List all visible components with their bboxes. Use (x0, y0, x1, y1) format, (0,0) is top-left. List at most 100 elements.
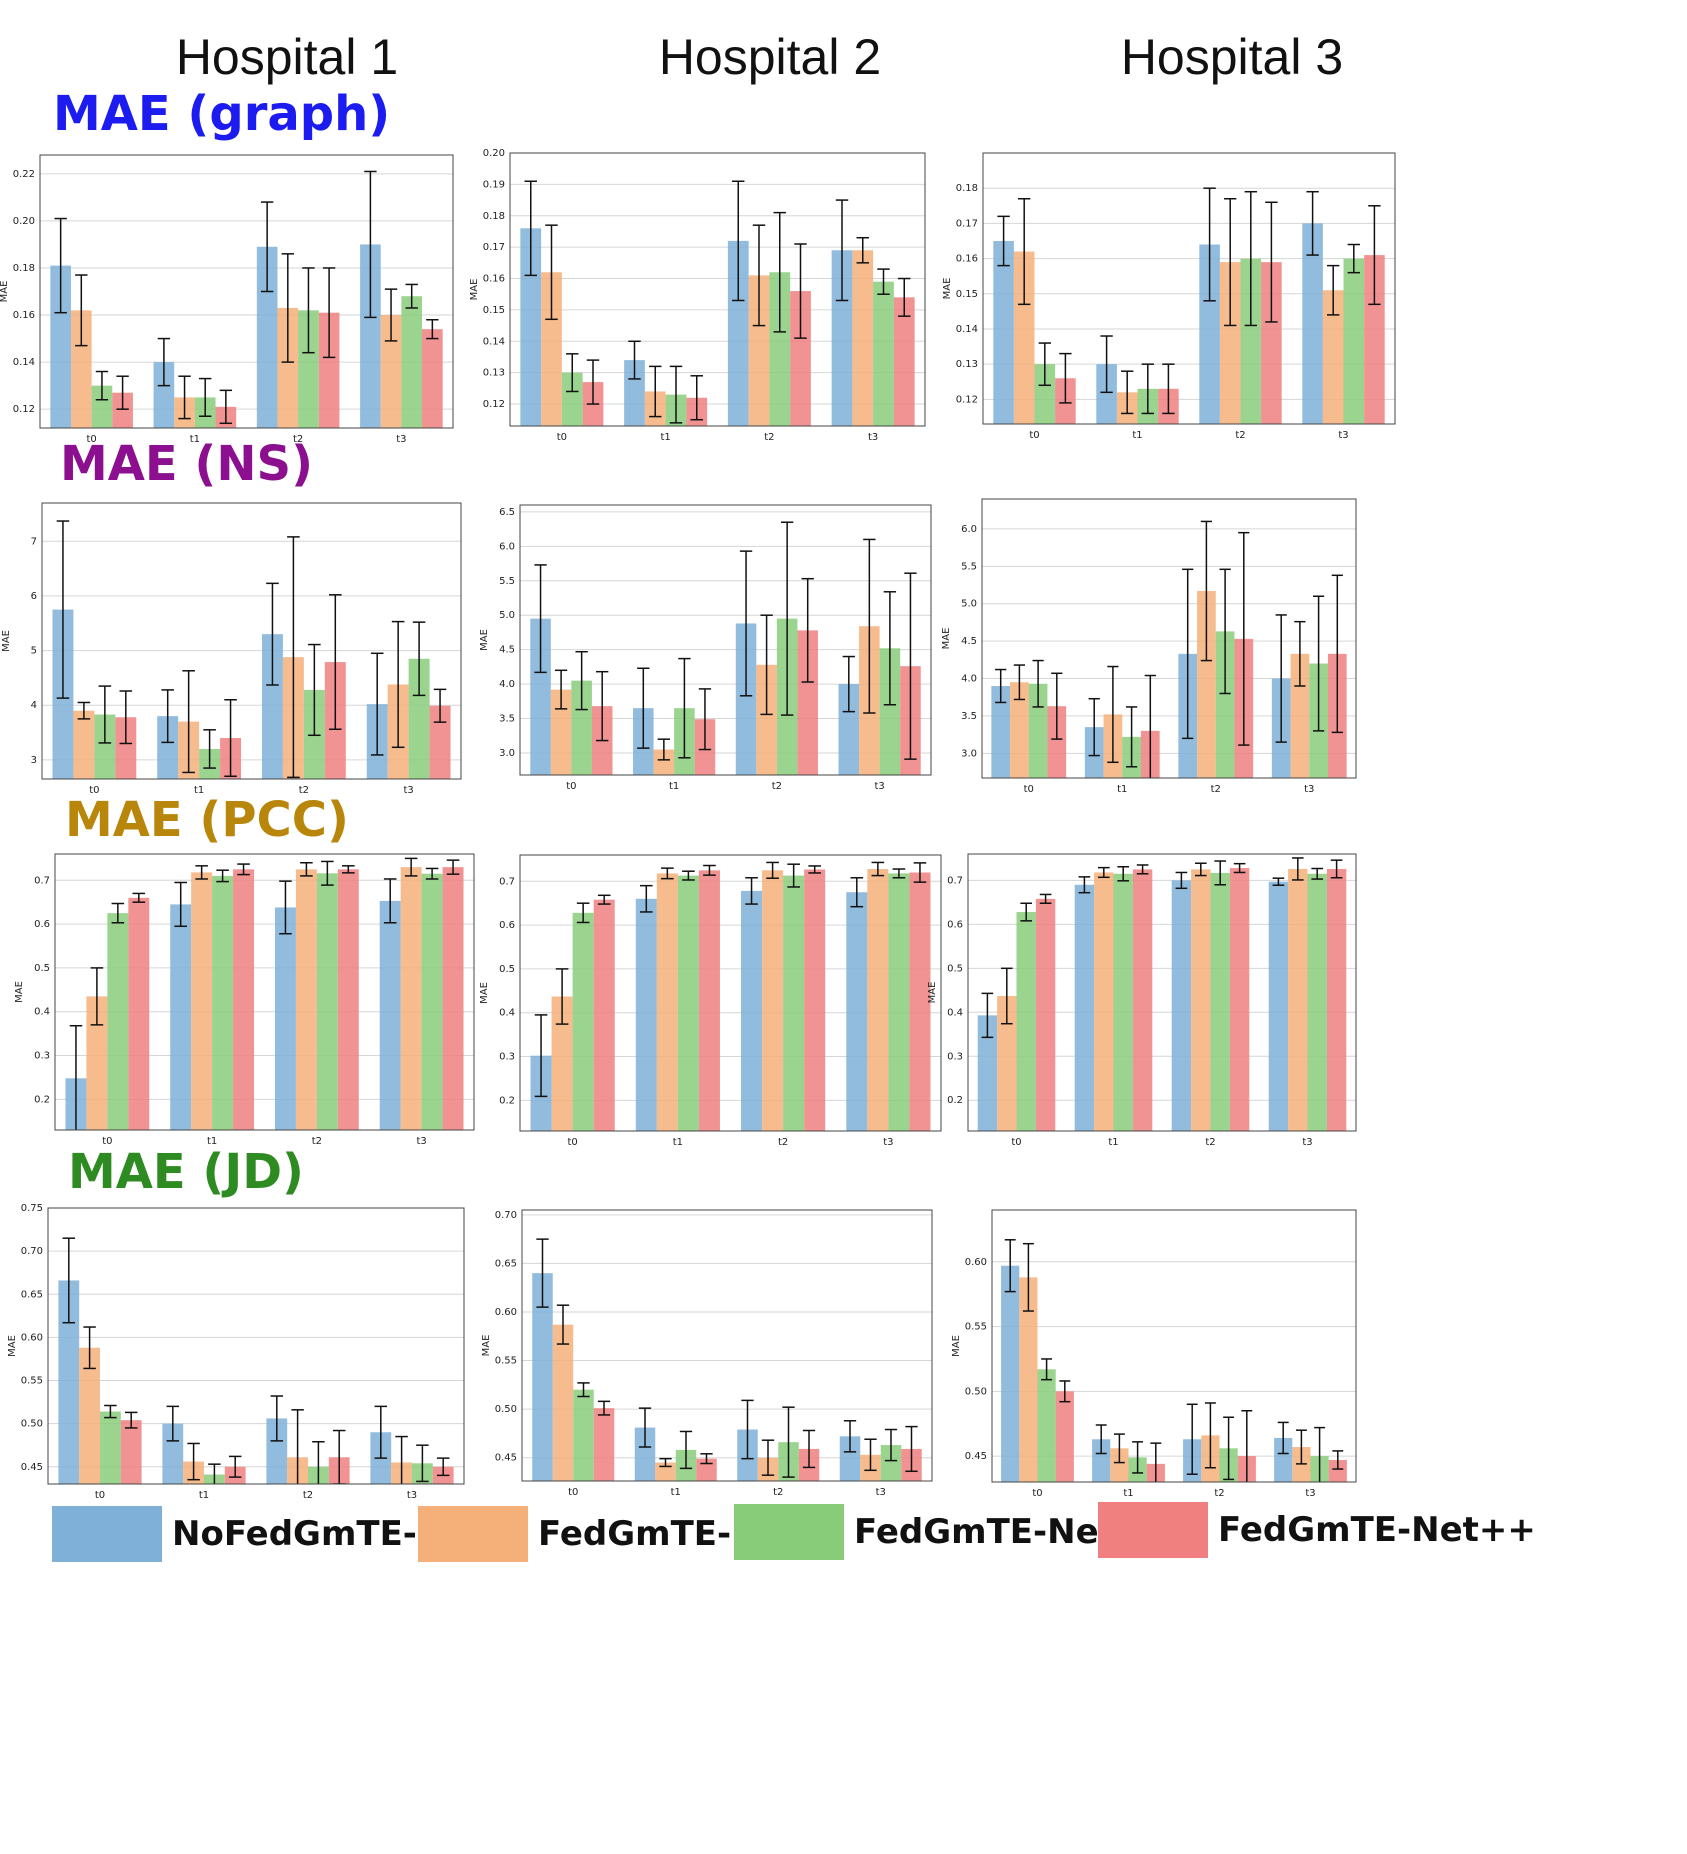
chart-ns-hospital-2: 3.0 3.5 4.0 4.5 5.0 5.5 6.0 6.5 MAE t0 t1 t2 t3 (479, 504, 932, 792)
x-tick-label: t1 (190, 434, 200, 445)
x-tick-label: t0 (102, 1136, 112, 1147)
y-tick-label: 0.2 (499, 1095, 515, 1106)
bar (1113, 873, 1133, 1131)
bar (157, 716, 179, 779)
y-tick-label: 3.0 (499, 748, 515, 759)
y-tick-label: 0.4 (499, 1008, 515, 1019)
bar (1010, 682, 1029, 778)
y-tick-label: 4.5 (961, 636, 977, 647)
y-tick-label: 0.7 (499, 876, 515, 887)
bar (73, 710, 95, 779)
bar (635, 898, 657, 1131)
hospital-3-header: Hospital 3 (1120, 29, 1344, 85)
bar (1197, 591, 1216, 778)
bar (769, 272, 791, 426)
x-tick-label: t1 (207, 1136, 217, 1147)
bar (783, 875, 805, 1131)
bar (1364, 255, 1385, 424)
plot-frame (47, 1207, 465, 1485)
y-tick-label: 0.50 (21, 1419, 43, 1430)
x-tick-label: t1 (1123, 1488, 1133, 1499)
bar (541, 272, 562, 426)
bar (909, 872, 931, 1131)
bar (677, 875, 699, 1131)
x-tick-label: t0 (567, 1137, 577, 1148)
y-tick-label: 3.5 (499, 714, 515, 725)
x-tick-label: t3 (874, 781, 884, 792)
bar (400, 867, 422, 1130)
y-tick-label: 0.3 (947, 1051, 963, 1062)
bar (318, 312, 340, 428)
y-tick-label: 0.14 (483, 336, 505, 347)
x-tick-label: t1 (194, 785, 204, 796)
row-title-ns: MAE (NS) (60, 436, 314, 492)
y-tick-label: 7 (31, 536, 37, 547)
y-tick-label: 0.20 (13, 216, 35, 227)
y-axis-label: MAE (479, 982, 490, 1004)
y-axis-label: MAE (942, 278, 953, 300)
bar (551, 996, 573, 1131)
bar (1229, 868, 1250, 1131)
bar (879, 648, 901, 775)
chart-pcc-hospital-3: 0.2 0.3 0.4 0.5 0.6 0.7 MAE t0 t1 t2 t3 (927, 853, 1357, 1148)
x-tick-label: t3 (1304, 784, 1314, 795)
bar (1326, 868, 1347, 1131)
bar (867, 869, 889, 1131)
y-tick-label: 0.3 (34, 1051, 50, 1062)
bar (100, 1411, 121, 1484)
chart-pcc-hospital-2: 0.2 0.3 0.4 0.5 0.6 0.7 MAE t0 t1 t2 t3 (479, 854, 942, 1148)
y-tick-label: 0.6 (34, 919, 50, 930)
bar (831, 250, 853, 426)
y-tick-label: 0.65 (495, 1258, 517, 1269)
y-tick-label: 3.0 (961, 748, 977, 759)
plot-frame (39, 154, 454, 429)
bar (804, 869, 826, 1131)
bar (656, 873, 678, 1131)
y-tick-label: 0.60 (21, 1332, 43, 1343)
bar (277, 307, 299, 428)
y-tick-label: 0.65 (21, 1289, 43, 1300)
x-tick-label: t2 (778, 1137, 788, 1148)
y-axis-label: MAE (941, 628, 952, 650)
chart-ns-hospital-1: 3 4 5 6 7 MAE t0 t1 t2 t3 (1, 502, 462, 796)
y-tick-label: 4.0 (499, 679, 515, 690)
bar (401, 296, 423, 428)
bars (65, 857, 464, 1130)
bars (991, 520, 1347, 778)
plot-frame (967, 853, 1357, 1132)
y-tick-label: 4 (31, 700, 37, 711)
y-tick-label: 5 (31, 646, 37, 657)
legend-swatch-fedgmte-net-plus (734, 1504, 844, 1560)
bar (50, 265, 71, 428)
y-tick-label: 0.15 (483, 305, 505, 316)
bar (170, 904, 192, 1130)
bar (893, 297, 915, 426)
bar (1074, 884, 1095, 1131)
plot-frame (519, 854, 942, 1132)
legend-label-fedgmte-net-plusplus: FedGmTE-Net++ (1218, 1510, 1536, 1550)
x-tick-label: t1 (660, 432, 670, 443)
x-tick-label: t1 (673, 1137, 683, 1148)
y-tick-label: 0.19 (483, 179, 505, 190)
y-tick-label: 0.14 (956, 324, 978, 335)
y-axis-label: MAE (951, 1335, 962, 1357)
bar (128, 897, 150, 1130)
bar (153, 362, 175, 428)
y-tick-label: 0.7 (34, 875, 50, 886)
y-tick-label: 0.4 (947, 1007, 963, 1018)
y-tick-label: 4.0 (961, 674, 977, 685)
y-tick-label: 0.12 (13, 404, 35, 415)
bar (233, 869, 255, 1130)
y-axis-label: MAE (481, 1335, 492, 1357)
bar (1013, 251, 1035, 424)
x-tick-label: t0 (566, 781, 576, 792)
y-tick-label: 0.20 (483, 148, 505, 159)
plot-frame (54, 853, 475, 1131)
y-tick-label: 6.0 (961, 524, 977, 535)
y-tick-label: 0.16 (956, 254, 978, 265)
x-tick-label: t2 (293, 434, 303, 445)
y-tick-label: 0.55 (21, 1376, 43, 1387)
y-tick-label: 5.0 (961, 599, 977, 610)
y-tick-label: 0.13 (956, 359, 978, 370)
y-tick-label: 0.12 (483, 399, 505, 410)
